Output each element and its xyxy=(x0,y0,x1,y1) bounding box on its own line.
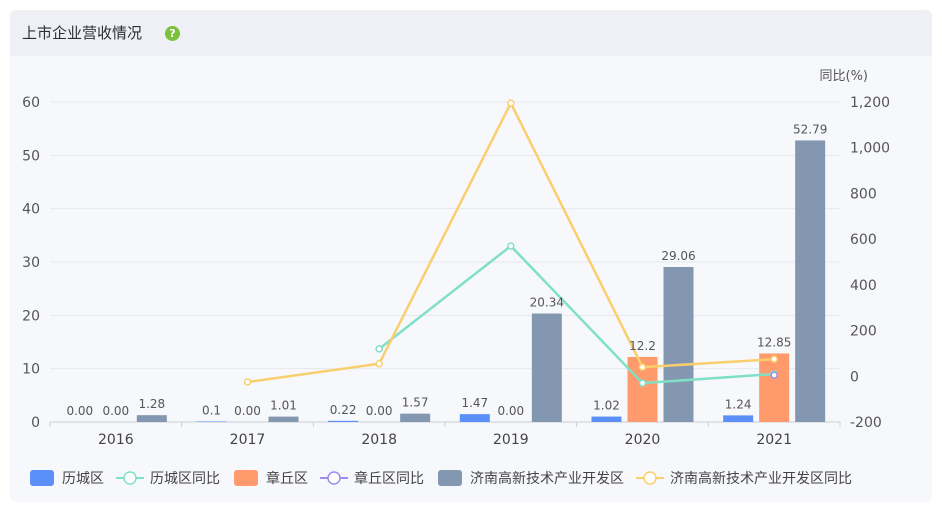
bar-data-label: 0.00 xyxy=(102,404,129,418)
bar-data-label: 0.00 xyxy=(497,404,524,418)
bar xyxy=(136,415,167,422)
legend-swatch xyxy=(438,470,462,486)
y-left-tick-label: 0 xyxy=(31,415,40,431)
bar xyxy=(723,415,754,422)
y-left-tick-label: 60 xyxy=(22,95,40,111)
bar-data-label: 12.2 xyxy=(629,339,656,353)
x-tick-label: 2017 xyxy=(230,432,266,448)
legend-label: 济南高新技术产业开发区同比 xyxy=(670,470,852,487)
bar-data-label: 0.00 xyxy=(234,404,261,418)
bar-data-label: 0.22 xyxy=(330,403,357,417)
x-tick-label: 2021 xyxy=(756,432,792,448)
line-point xyxy=(507,242,515,250)
bar-data-label: 1.24 xyxy=(725,397,752,411)
bar xyxy=(591,416,622,422)
y-left-tick-label: 20 xyxy=(22,308,40,324)
bar xyxy=(459,414,490,422)
y-left-tick-label: 40 xyxy=(22,202,40,218)
legend: 历城区 历城区同比 章丘区 章丘区同比 济南高新技术产业开发区 济南高新技术产业开发区同比 xyxy=(30,470,852,487)
bar-data-label: 0.00 xyxy=(366,404,393,418)
bar xyxy=(759,353,790,422)
bars xyxy=(136,140,826,422)
legend-label: 历城区 xyxy=(62,471,104,487)
bar xyxy=(795,140,826,422)
lines xyxy=(243,99,778,387)
bar xyxy=(663,267,694,422)
y-left-tick-label: 30 xyxy=(22,255,40,271)
y-left-tick-label: 50 xyxy=(22,148,40,164)
line-point xyxy=(638,379,647,387)
bar-data-label: 1.01 xyxy=(270,399,297,413)
bar-data-label: 1.28 xyxy=(138,397,165,411)
panel-header: 上市企业营收情况 ? xyxy=(10,10,932,56)
bar-data-label: 1.57 xyxy=(402,396,429,410)
bar-data-label: 1.47 xyxy=(461,396,488,410)
x-tick-label: 2019 xyxy=(493,432,529,448)
legend-label: 济南高新技术产业开发区 xyxy=(470,470,624,487)
x-tick-label: 2020 xyxy=(625,432,661,448)
y-right-axis-label: 同比(%) xyxy=(820,69,869,84)
y-right-tick-label: -200 xyxy=(850,415,882,431)
legend-swatch xyxy=(30,470,54,486)
panel-title: 上市企业营收情况 xyxy=(22,24,143,42)
x-tick-label: 2016 xyxy=(98,432,134,448)
line-series xyxy=(378,244,775,385)
bar xyxy=(328,420,359,422)
y-right-tick-label: 1,000 xyxy=(850,141,890,157)
legend-label: 章丘区 xyxy=(266,470,308,487)
y-right-tick-label: 400 xyxy=(850,278,877,294)
y-right-tick-label: 800 xyxy=(850,186,877,202)
y-right-tick-label: 1,200 xyxy=(850,95,890,111)
y-right-tick-label: 0 xyxy=(850,369,859,385)
axes: 0 10 20 30 40 50 60 -200 0 200 400 600 800 1,000 1,200… xyxy=(22,69,890,448)
legend-label: 章丘区同比 xyxy=(354,470,424,487)
bar-data-label: 29.06 xyxy=(661,249,695,263)
bar-data-label: 0.1 xyxy=(202,403,221,417)
legend-swatch xyxy=(643,471,657,485)
legend-swatch xyxy=(327,471,341,485)
line-point xyxy=(243,378,252,386)
x-tick-label: 2018 xyxy=(361,432,397,448)
bar-data-label: 0.00 xyxy=(66,404,93,418)
grid-lines xyxy=(50,101,840,423)
y-right-tick-label: 600 xyxy=(850,232,877,248)
legend-swatch xyxy=(123,471,137,485)
bar xyxy=(196,421,227,422)
bar xyxy=(531,313,562,422)
y-left-tick-label: 10 xyxy=(22,362,40,378)
line-point xyxy=(638,363,647,371)
bar-data-label: 1.02 xyxy=(593,399,620,413)
legend-swatch xyxy=(234,470,258,486)
line-point xyxy=(770,371,778,379)
line-point xyxy=(375,359,383,368)
bar xyxy=(400,413,431,422)
bar-data-label: 52.79 xyxy=(793,122,827,136)
bar-data-label: 20.34 xyxy=(530,296,564,310)
bar xyxy=(268,416,299,422)
help-icon[interactable]: ? xyxy=(165,26,180,41)
y-right-tick-label: 200 xyxy=(850,324,877,340)
data-labels: 0.00 0.1 0.22 1.47 1.02 1.24 0.00 0.00 0.00 0.00 1… xyxy=(66,122,827,418)
line-point xyxy=(507,99,515,107)
line-point xyxy=(770,355,778,363)
legend-label: 历城区同比 xyxy=(150,471,220,487)
line-point xyxy=(375,345,383,353)
bar-data-label: 12.85 xyxy=(757,335,791,349)
